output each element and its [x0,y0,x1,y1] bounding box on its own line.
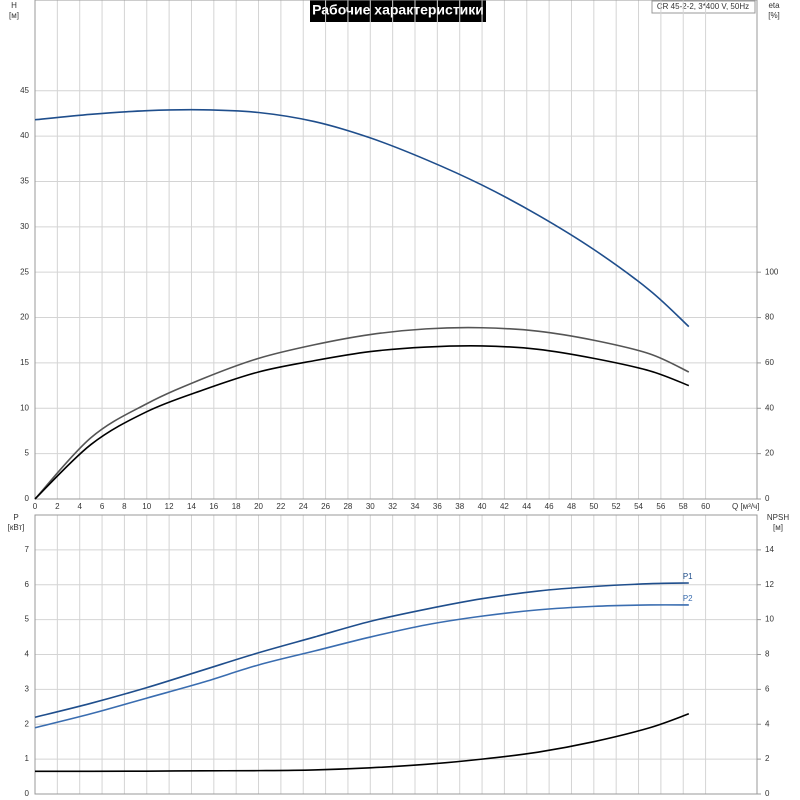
y-tick-label: 10 [20,403,29,412]
y-axis-unit: [кВт] [8,523,25,532]
y2-tick-label: 12 [765,580,774,589]
y2-axis-unit: [%] [768,11,780,20]
y-tick-label: 15 [20,358,29,367]
x-tick-label: 34 [411,502,420,511]
x-tick-label: 4 [77,502,82,511]
y-tick-label: 5 [25,449,30,458]
series-line [34,108,690,328]
y-axis-label: H [11,1,17,10]
x-tick-label: 48 [567,502,576,511]
series-label: P2 [683,594,693,603]
y2-tick-label: 2 [765,754,770,763]
y2-tick-label: 4 [765,719,770,728]
x-tick-label: 12 [165,502,174,511]
y2-tick-label: 14 [765,545,774,554]
y-tick-label: 25 [20,267,29,276]
x-tick-label: 28 [343,502,352,511]
x-tick-label: 16 [209,502,218,511]
y-tick-label: 2 [25,719,30,728]
y2-tick-label: 10 [765,615,774,624]
chart-title: Рабочие характеристики [312,2,484,18]
x-tick-label: 2 [55,502,60,511]
y2-tick-label: 0 [765,494,770,503]
x-tick-label: 56 [656,502,665,511]
y-tick-label: 45 [20,86,29,95]
x-tick-label: 26 [321,502,330,511]
y-tick-label: 20 [20,313,29,322]
x-tick-label: 0 [33,502,38,511]
y-axis-label: P [13,513,18,522]
x-tick-label: 8 [122,502,127,511]
y2-tick-label: 80 [765,313,774,322]
y-tick-label: 4 [25,650,30,659]
y2-axis-unit: [м] [773,523,783,532]
y2-tick-label: 40 [765,403,774,412]
x-tick-label: 32 [388,502,397,511]
x-tick-label: 50 [589,502,598,511]
series-label: P1 [683,572,693,581]
y-tick-label: 35 [20,177,29,186]
x-tick-label: 42 [500,502,509,511]
x-tick-label: 36 [433,502,442,511]
x-tick-label: 20 [254,502,263,511]
y2-axis-label: eta [768,1,780,10]
x-tick-label: 52 [612,502,621,511]
plot-frame [34,0,758,500]
x-tick-label: 22 [276,502,285,511]
x-tick-label: 6 [100,502,105,511]
x-tick-label: 40 [478,502,487,511]
y2-axis-label: NPSH [767,513,789,522]
y-tick-label: 7 [25,545,30,554]
y-tick-label: 0 [25,789,30,798]
x-tick-label: 18 [232,502,241,511]
x-tick-label: 10 [142,502,151,511]
x-tick-label: 46 [545,502,554,511]
x-tick-label: 58 [679,502,688,511]
series-line [34,604,689,729]
y-tick-label: 1 [25,754,30,763]
y2-tick-label: 100 [765,267,779,276]
y-tick-label: 40 [20,131,29,140]
title-box [310,0,486,22]
y-tick-label: 5 [25,615,30,624]
x-tick-label: 44 [522,502,531,511]
y-tick-label: 6 [25,580,30,589]
chart-subtitle: CR 45-2-2, 3*400 V, 50Hz [657,2,749,11]
x-tick-label: 14 [187,502,196,511]
x-tick-label: 38 [455,502,464,511]
y-tick-label: 0 [25,494,30,503]
series-line [34,344,690,500]
x-tick-label: 30 [366,502,375,511]
y-tick-label: 3 [25,684,30,693]
series-line [34,713,690,773]
y2-tick-label: 6 [765,684,770,693]
x-axis-label: Q [м³/ч] [732,502,759,511]
x-tick-label: 60 [701,502,710,511]
y2-tick-label: 0 [765,789,770,798]
y2-tick-label: 8 [765,650,770,659]
y-axis-unit: [м] [9,11,19,20]
y-tick-label: 30 [20,222,29,231]
series-line [34,582,689,719]
y2-tick-label: 60 [765,358,774,367]
plot-frame [34,514,758,795]
y2-tick-label: 20 [765,449,774,458]
x-tick-label: 54 [634,502,643,511]
series-line [34,326,690,500]
x-tick-label: 24 [299,502,308,511]
subtitle-box [651,0,756,14]
